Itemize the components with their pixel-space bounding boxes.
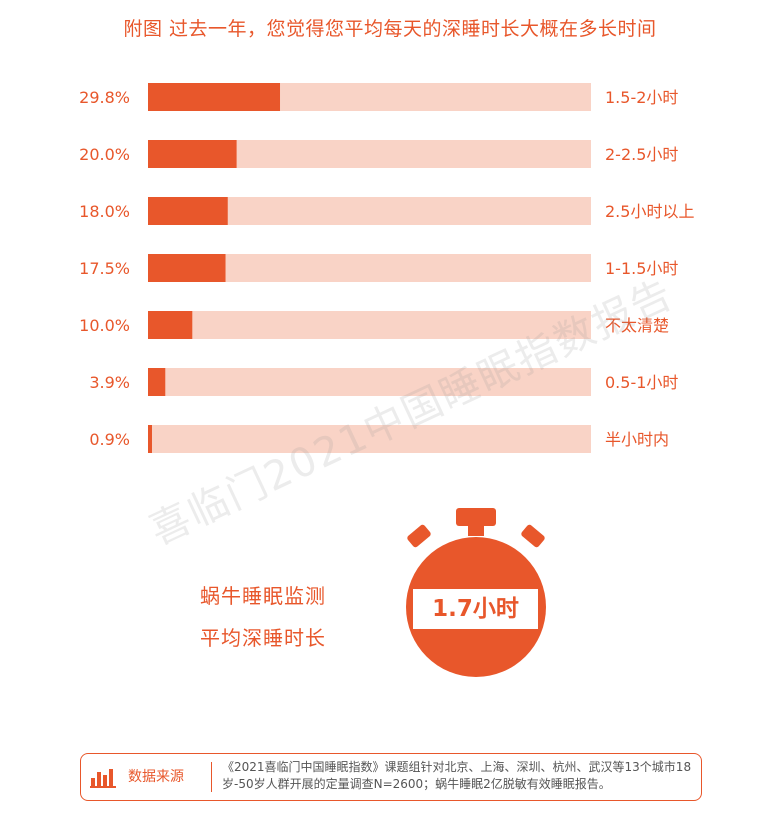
category-label: 0.5-1小时 (605, 373, 678, 392)
source-text: 《2021喜临门中国睡眠指数》课题组针对北京、上海、深圳、杭州、武汉等13个城市… (222, 760, 692, 791)
bar-chart-icon (90, 769, 116, 788)
bar (148, 368, 166, 396)
stopwatch-icon (406, 508, 546, 677)
bar (148, 425, 152, 453)
bar-track (148, 311, 591, 339)
category-label: 不太清楚 (605, 316, 669, 335)
value-label: 20.0% (79, 145, 130, 164)
value-label: 3.9% (89, 373, 130, 392)
value-label: 0.9% (89, 430, 130, 449)
bar (148, 140, 237, 168)
bar-chart: 29.8% 1.5-2小时 20.0% 2-2.5小时 18.0% 2.5小时以上 17.5… (79, 83, 694, 453)
value-label: 18.0% (79, 202, 130, 221)
category-label: 1.5-2小时 (605, 88, 678, 107)
source-label: 数据来源 (128, 769, 184, 785)
category-label: 半小时内 (605, 430, 669, 449)
bar (148, 83, 281, 111)
side-label-avg-deep-sleep: 平均深睡时长 (200, 626, 326, 650)
timer-value: 1.7小时 (432, 596, 519, 622)
bar-track (148, 425, 591, 453)
bar-track (148, 368, 591, 396)
value-label: 10.0% (79, 316, 130, 335)
chart-title: 附图 过去一年，您觉得您平均每天的深睡时长大概在多长时间 (123, 18, 657, 40)
category-label: 2-2.5小时 (605, 145, 678, 164)
source-box (80, 753, 702, 801)
category-label: 1-1.5小时 (605, 259, 678, 278)
source-divider (211, 762, 212, 792)
value-label: 17.5% (79, 259, 130, 278)
bar (148, 311, 193, 339)
category-label: 2.5小时以上 (605, 202, 694, 221)
value-label: 29.8% (79, 88, 130, 107)
bar (148, 197, 228, 225)
bar (148, 254, 226, 282)
side-label-monitor: 蜗牛睡眠监测 (200, 584, 326, 608)
